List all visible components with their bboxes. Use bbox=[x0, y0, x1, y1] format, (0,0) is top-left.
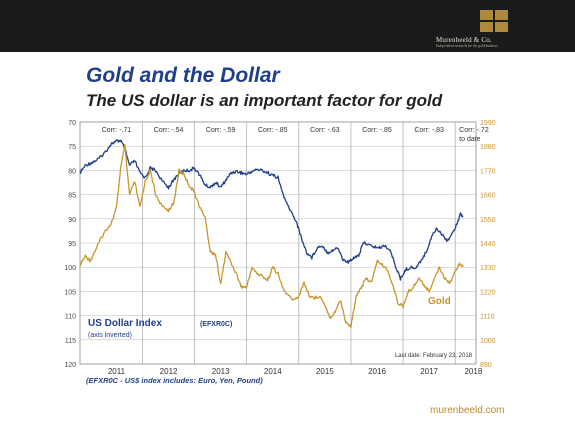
right-tick-label: 1110 bbox=[480, 314, 495, 321]
left-tick-label: 75 bbox=[68, 144, 76, 151]
chart-title: Gold and the Dollar bbox=[86, 64, 280, 87]
usd-axis-note: (axis inverted) bbox=[88, 332, 132, 339]
brand-name: Murenbeeld & Co. bbox=[436, 36, 492, 44]
right-tick-label: 1550 bbox=[480, 217, 496, 224]
right-tick-label: 1330 bbox=[480, 265, 496, 272]
chart-labels: 70 75 80 85 90 95 100 105 110 115 120 1990 1880 1770 1… bbox=[64, 120, 495, 376]
correlation-label: Corr: -.85 bbox=[258, 127, 288, 134]
right-tick-label: 1770 bbox=[480, 168, 496, 175]
usd-index-line bbox=[79, 139, 464, 281]
left-tick-label: 100 bbox=[64, 265, 76, 272]
right-tick-label: 1990 bbox=[480, 120, 496, 127]
correlation-label: Corr: -.71 bbox=[102, 127, 132, 134]
left-tick-label: 85 bbox=[68, 193, 76, 200]
x-tick-label: 2011 bbox=[108, 367, 126, 376]
correlation-label: Corr: -.83 bbox=[414, 127, 444, 134]
correlation-label: Corr: -.54 bbox=[154, 127, 184, 134]
x-tick-label: 2018 bbox=[464, 367, 482, 376]
left-tick-label: 90 bbox=[68, 217, 76, 224]
chart-series bbox=[79, 139, 464, 329]
right-tick-label: 1880 bbox=[480, 144, 496, 151]
x-tick-label: 2013 bbox=[212, 367, 230, 376]
x-tick-label: 2014 bbox=[264, 367, 282, 376]
usd-series-code: (EFXR0C) bbox=[200, 321, 232, 328]
correlation-label-extra: to date bbox=[459, 136, 481, 143]
x-tick-label: 2016 bbox=[368, 367, 386, 376]
chart-subtitle: The US dollar is an important factor for… bbox=[86, 91, 443, 110]
correlation-label: Corr: -.85 bbox=[362, 127, 392, 134]
usd-series-label: US Dollar Index bbox=[88, 318, 162, 329]
left-tick-label: 110 bbox=[65, 314, 76, 321]
brand-tagline: Independent research for the gold busine… bbox=[436, 44, 498, 48]
index-note: (EFXR0C - US$ index includes: Euro, Yen,… bbox=[86, 376, 263, 385]
brand-logo-icon bbox=[480, 10, 508, 32]
gold-series-label: Gold bbox=[428, 296, 451, 307]
left-tick-label: 115 bbox=[65, 338, 76, 345]
left-tick-label: 70 bbox=[68, 120, 76, 127]
x-tick-label: 2012 bbox=[160, 367, 178, 376]
left-tick-label: 80 bbox=[68, 168, 76, 175]
left-tick-label: 120 bbox=[64, 362, 76, 369]
footer-url[interactable]: murenbeeld.com bbox=[430, 405, 505, 416]
gold-line bbox=[79, 144, 464, 329]
right-tick-label: 1000 bbox=[480, 338, 496, 345]
right-tick-label: 1660 bbox=[480, 193, 496, 200]
correlation-label: Corr: -.72 bbox=[459, 127, 489, 134]
correlation-label: Corr: -.63 bbox=[310, 127, 340, 134]
left-tick-label: 95 bbox=[68, 241, 76, 248]
header-bar: Murenbeeld & Co. Independent research fo… bbox=[0, 0, 575, 52]
right-tick-label: 1220 bbox=[480, 289, 496, 296]
correlation-label: Corr: -.59 bbox=[206, 127, 236, 134]
right-tick-label: 890 bbox=[480, 362, 492, 369]
last-date-label: Last date: February 23, 2018 bbox=[395, 353, 473, 359]
left-tick-label: 105 bbox=[64, 289, 76, 296]
x-tick-label: 2015 bbox=[316, 367, 334, 376]
chart-grid bbox=[79, 121, 477, 365]
x-tick-label: 2017 bbox=[420, 367, 438, 376]
right-tick-label: 1440 bbox=[480, 241, 496, 248]
